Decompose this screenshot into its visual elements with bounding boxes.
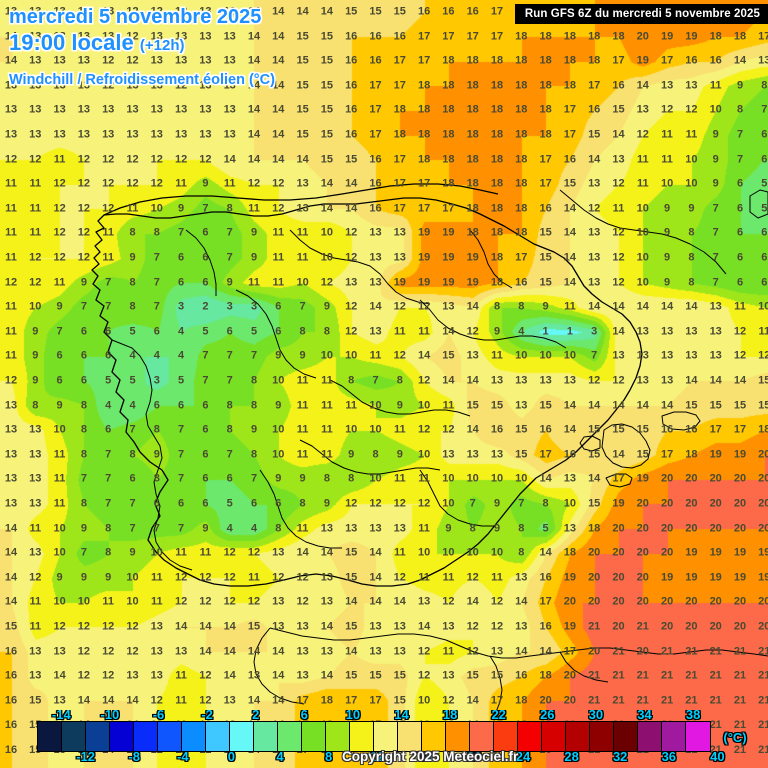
legend-swatch[interactable]: [470, 722, 494, 751]
map-title-hour: 19:00 locale (+12h): [9, 30, 184, 56]
legend-tick-below: 40: [710, 749, 725, 764]
legend-tick-below: 16: [418, 749, 434, 764]
legend-swatch[interactable]: [350, 722, 374, 751]
map-title-hour-offset: (+12h): [139, 37, 185, 54]
legend-swatch[interactable]: [398, 722, 422, 751]
legend-tick-above: 18: [442, 710, 458, 722]
legend-swatch[interactable]: [206, 722, 230, 751]
legend-tick-above: 6: [300, 710, 308, 722]
grid-value: 16: [4, 744, 18, 756]
grid-value: 21: [709, 719, 722, 732]
legend-swatch[interactable]: [446, 722, 470, 751]
legend-swatch[interactable]: [542, 722, 566, 751]
legend-swatch[interactable]: [494, 722, 518, 751]
legend-swatch[interactable]: [158, 722, 182, 751]
legend-tick-below: 12: [369, 749, 385, 764]
legend-tick-below: -12: [76, 749, 95, 764]
grid-value: 21: [758, 719, 768, 732]
grid-value: 16: [4, 719, 18, 732]
legend-swatch[interactable]: [38, 722, 62, 751]
legend-swatch[interactable]: [566, 722, 590, 751]
legend-tick-above: 38: [685, 710, 701, 722]
legend-unit-label: (°C): [723, 730, 747, 745]
legend-tick-below: 20: [467, 749, 482, 764]
weather-map[interactable]: 13 13 13 13 13 12 12 13 13 13 14 14 14 14 15 15 15 16 16 16…: [0, 0, 768, 710]
legend-swatch[interactable]: [590, 722, 614, 751]
grid-value: 21: [758, 744, 768, 756]
legend-swatch[interactable]: [254, 722, 278, 751]
grid-value: 21: [733, 719, 747, 732]
legend-tick-below: 4: [276, 749, 284, 764]
legend-tick-above: 34: [637, 710, 652, 722]
legend-tick-below: -4: [177, 749, 189, 764]
grid-value: 21: [733, 744, 747, 756]
legend-tick-above: 26: [540, 710, 555, 722]
legend-swatch[interactable]: [374, 722, 398, 751]
legend-tick-above: -6: [152, 710, 165, 722]
coastline-overlay: [91, 183, 768, 710]
legend-swatch[interactable]: [302, 722, 326, 751]
legend-tick-below: 0: [227, 749, 236, 764]
legend-tick-below: 28: [564, 749, 579, 764]
map-title-date: mercredi 5 novembre 2025: [9, 6, 262, 28]
legend-swatch[interactable]: [134, 722, 158, 751]
legend-tick-below: -8: [128, 749, 140, 764]
legend-tick-above: 2: [252, 710, 260, 722]
legend-swatch[interactable]: [662, 722, 686, 751]
legend-swatch[interactable]: [422, 722, 446, 751]
legend-tick-above: 10: [345, 710, 361, 722]
legend-tick-above: 22: [491, 710, 506, 722]
temperature-field: [0, 0, 768, 710]
legend-swatch[interactable]: [638, 722, 662, 751]
legend-tick-above: 30: [588, 710, 604, 722]
map-title-hour-text: 19:00 locale: [9, 30, 140, 55]
legend-tick-above: -2: [201, 710, 213, 722]
legend-swatch[interactable]: [518, 722, 542, 751]
legend-swatch[interactable]: [110, 722, 134, 751]
legend-swatch[interactable]: [614, 722, 638, 751]
legend-swatch[interactable]: [86, 722, 110, 751]
legend-tick-above: -10: [100, 710, 120, 722]
copyright-notice: Copyright 2025 Meteociel.fr: [342, 749, 519, 764]
grid-value: 21: [709, 744, 722, 756]
legend-tick-below: 32: [612, 749, 628, 764]
legend-swatch[interactable]: [326, 722, 350, 751]
color-scale-legend: 1615131414141211121314141718171715101214…: [0, 710, 768, 768]
legend-swatch[interactable]: [230, 722, 254, 751]
color-scale-bar[interactable]: [37, 721, 711, 752]
model-run-banner: Run GFS 6Z du mercredi 5 novembre 2025: [514, 4, 768, 24]
legend-tick-below: 24: [515, 749, 531, 764]
legend-tick-above: -14: [51, 710, 71, 722]
legend-swatch[interactable]: [182, 722, 206, 751]
legend-tick-below: 8: [324, 749, 333, 764]
legend-swatch[interactable]: [278, 722, 302, 751]
legend-tick-above: 14: [394, 710, 409, 722]
map-title-parameter: Windchill / Refroidissement éolien (°C): [9, 72, 275, 88]
legend-tick-below: 36: [661, 749, 677, 764]
legend-swatch[interactable]: [62, 722, 86, 751]
legend-swatch[interactable]: [686, 722, 710, 751]
